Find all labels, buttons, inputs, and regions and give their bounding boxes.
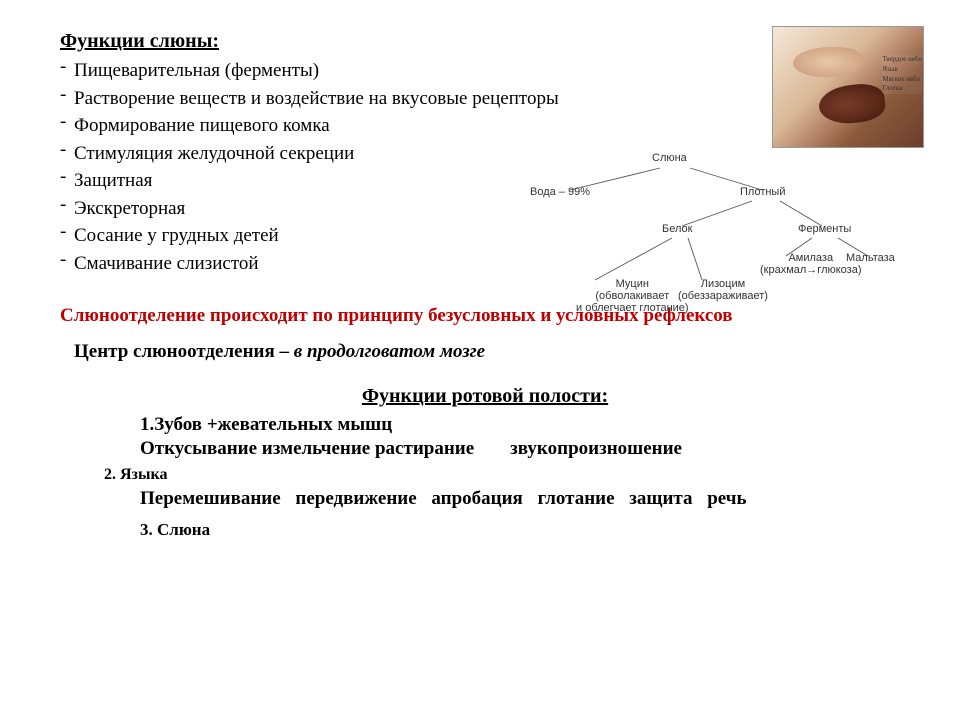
node-mucin-sub1: (обволакивает <box>576 290 689 302</box>
saliva-composition-diagram: Слюна Вода – 99% Плотный Белок Ферменты … <box>500 148 930 338</box>
node-water: Вода – 99% <box>530 186 590 198</box>
node-mucin: Муцин (обволакивает и облегчает глотание… <box>576 278 689 314</box>
salivation-center-line: Центр слюноотделения – в продолговатом м… <box>74 341 910 363</box>
oral-n1: 1.Зубов +жевательных мышц <box>140 414 910 436</box>
oral-n2: 2. Языка <box>104 466 910 484</box>
node-maltase: Мальтаза <box>846 252 895 264</box>
node-amylase-sub: (крахмал→глюкоза) <box>760 264 862 276</box>
node-solid: Плотный <box>740 186 786 198</box>
oral-n3: 3. Слюна <box>140 520 910 540</box>
node-protein: Белок <box>662 223 692 235</box>
anatomy-label: Твердое небо <box>882 55 922 65</box>
center-italic: в продолговатом мозге <box>294 341 485 362</box>
anatomy-label: Мягкое небо <box>882 75 922 85</box>
anatomy-label: Глотка <box>882 84 922 94</box>
oral-n1-a: Откусывание измельчение растирание <box>140 438 474 460</box>
node-mucin-sub2: и облегчает глотание) <box>576 302 689 314</box>
nasal-region-shape <box>793 47 863 77</box>
oral-n1-b: звукопроизношение <box>510 438 682 460</box>
oral-n2-row: Перемешивание передвижение апробация гло… <box>140 488 910 510</box>
node-lysozyme: Лизоцим (обеззараживает) <box>678 278 768 302</box>
node-mucin-label: Муцин <box>576 278 689 290</box>
diagram-lines <box>500 148 930 338</box>
oral-cavity-title: Функции ротовой полости: <box>60 385 910 408</box>
anatomy-labels: Твердое небо Язык Мягкое небо Глотка <box>882 55 922 94</box>
node-lysozyme-label: Лизоцим <box>678 278 768 290</box>
center-lead: Центр слюноотделения – <box>74 341 294 362</box>
oral-functions-block: 1.Зубов +жевательных мышц Откусывание из… <box>140 414 910 540</box>
anatomy-sagittal-image: Твердое небо Язык Мягкое небо Глотка <box>772 26 924 148</box>
oral-region-shape <box>817 82 887 127</box>
node-root: Слюна <box>652 152 687 164</box>
anatomy-label: Язык <box>882 65 922 75</box>
node-enzymes: Ферменты <box>798 223 851 235</box>
node-lysozyme-sub: (обеззараживает) <box>678 290 768 302</box>
